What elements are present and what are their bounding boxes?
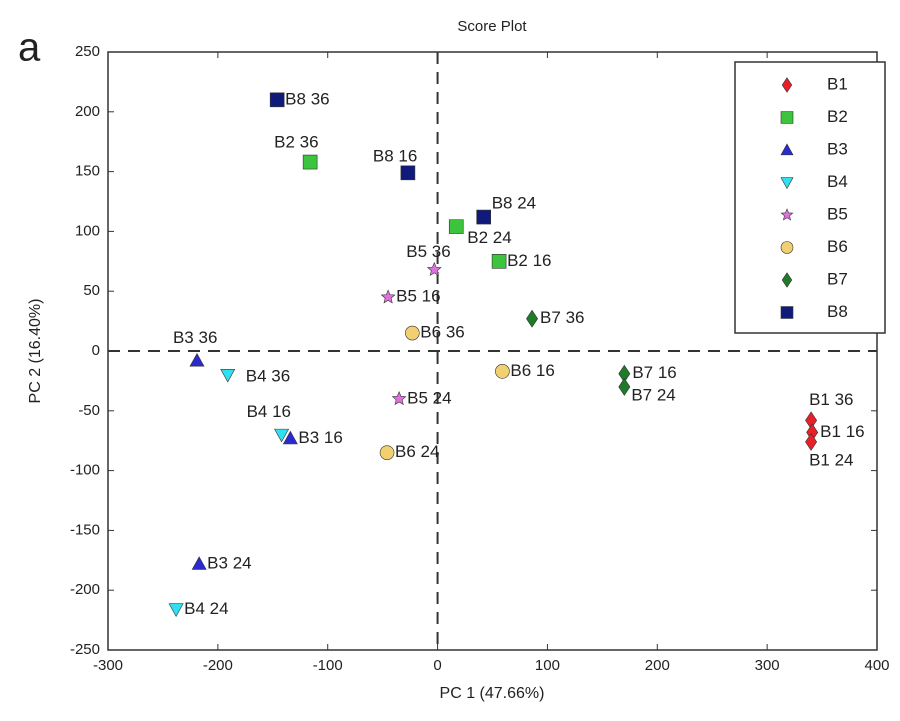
point-label: B1 16 — [820, 422, 864, 441]
legend-label: B6 — [827, 237, 848, 256]
point-label: B2 16 — [507, 251, 551, 270]
legend-marker — [780, 143, 794, 156]
legend-marker — [781, 272, 793, 288]
y-tick-label: 0 — [92, 342, 100, 359]
legend-label: B1 — [827, 74, 848, 93]
point-label: B8 24 — [492, 194, 536, 213]
point — [168, 603, 184, 617]
legend-marker — [780, 306, 794, 319]
point — [400, 165, 416, 181]
legend-marker — [780, 241, 794, 254]
x-tick-label: -300 — [93, 657, 123, 674]
legend-marker — [780, 177, 794, 190]
point-label: B8 36 — [285, 89, 329, 108]
point — [189, 352, 205, 367]
legend-label: B8 — [827, 302, 848, 321]
point — [191, 556, 207, 570]
y-tick-label: 100 — [75, 222, 100, 239]
point-label: B3 36 — [173, 328, 217, 347]
point-label: B6 24 — [395, 442, 439, 461]
y-tick-label: -100 — [70, 462, 100, 479]
legend-label: B5 — [827, 204, 848, 223]
panel-label: a — [18, 26, 41, 70]
x-tick-label: 100 — [535, 657, 560, 674]
point — [426, 261, 442, 276]
point — [302, 154, 318, 170]
point-label: B1 24 — [809, 450, 853, 469]
point — [495, 364, 510, 379]
x-tick-label: -200 — [203, 657, 233, 674]
x-axis-label: PC 1 (47.66%) — [440, 685, 545, 702]
point-label: B7 16 — [632, 363, 676, 382]
point — [476, 209, 492, 225]
point-label: B5 36 — [406, 242, 450, 261]
point-label: B5 24 — [407, 388, 451, 407]
point — [220, 369, 236, 383]
point — [448, 219, 464, 234]
point — [269, 92, 285, 108]
y-tick-label: -250 — [70, 641, 100, 658]
point-label: B8 16 — [373, 146, 417, 165]
chart-title: Score Plot — [457, 18, 527, 35]
legend-label: B3 — [827, 139, 848, 158]
y-tick-label: -150 — [70, 521, 100, 538]
legend-marker — [781, 77, 793, 93]
point — [282, 430, 298, 445]
x-tick-label: 200 — [645, 657, 670, 674]
point — [491, 254, 507, 269]
point-label: B3 24 — [207, 553, 251, 572]
legend-label: B7 — [827, 269, 848, 288]
point-label: B6 16 — [510, 361, 554, 380]
point — [405, 325, 420, 341]
point-label: B2 24 — [467, 228, 511, 247]
y-axis-label: PC 2 (16.40%) — [27, 299, 44, 404]
legend-label: B2 — [827, 107, 848, 126]
y-tick-label: -50 — [78, 402, 100, 419]
point — [274, 428, 290, 443]
point — [805, 432, 818, 451]
y-tick-label: 200 — [75, 103, 100, 120]
y-tick-label: 50 — [83, 282, 100, 299]
y-tick-label: 150 — [75, 163, 100, 180]
point-label: B6 36 — [420, 323, 464, 342]
x-tick-label: 0 — [433, 657, 441, 674]
point-label: B5 16 — [396, 287, 440, 306]
x-tick-label: 400 — [864, 657, 889, 674]
legend-box — [734, 61, 886, 334]
legend-label: B4 — [827, 172, 848, 191]
legend-marker — [780, 208, 794, 221]
point-label: B4 24 — [184, 599, 228, 618]
y-tick-label: -200 — [70, 581, 100, 598]
point-label: B2 36 — [274, 133, 318, 152]
point — [618, 377, 631, 396]
point-label: B1 36 — [809, 390, 853, 409]
x-tick-label: -100 — [313, 657, 343, 674]
point-label: B4 16 — [247, 402, 291, 421]
point — [380, 289, 396, 304]
legend-marker — [780, 111, 794, 124]
point — [526, 309, 539, 328]
point — [391, 391, 407, 406]
point-label: B7 36 — [540, 308, 584, 327]
point — [379, 445, 395, 460]
point-label: B4 36 — [246, 366, 290, 385]
point-label: B3 16 — [298, 428, 342, 447]
y-tick-label: 250 — [75, 43, 100, 60]
x-tick-label: 300 — [755, 657, 780, 674]
point-label: B7 24 — [631, 385, 675, 404]
